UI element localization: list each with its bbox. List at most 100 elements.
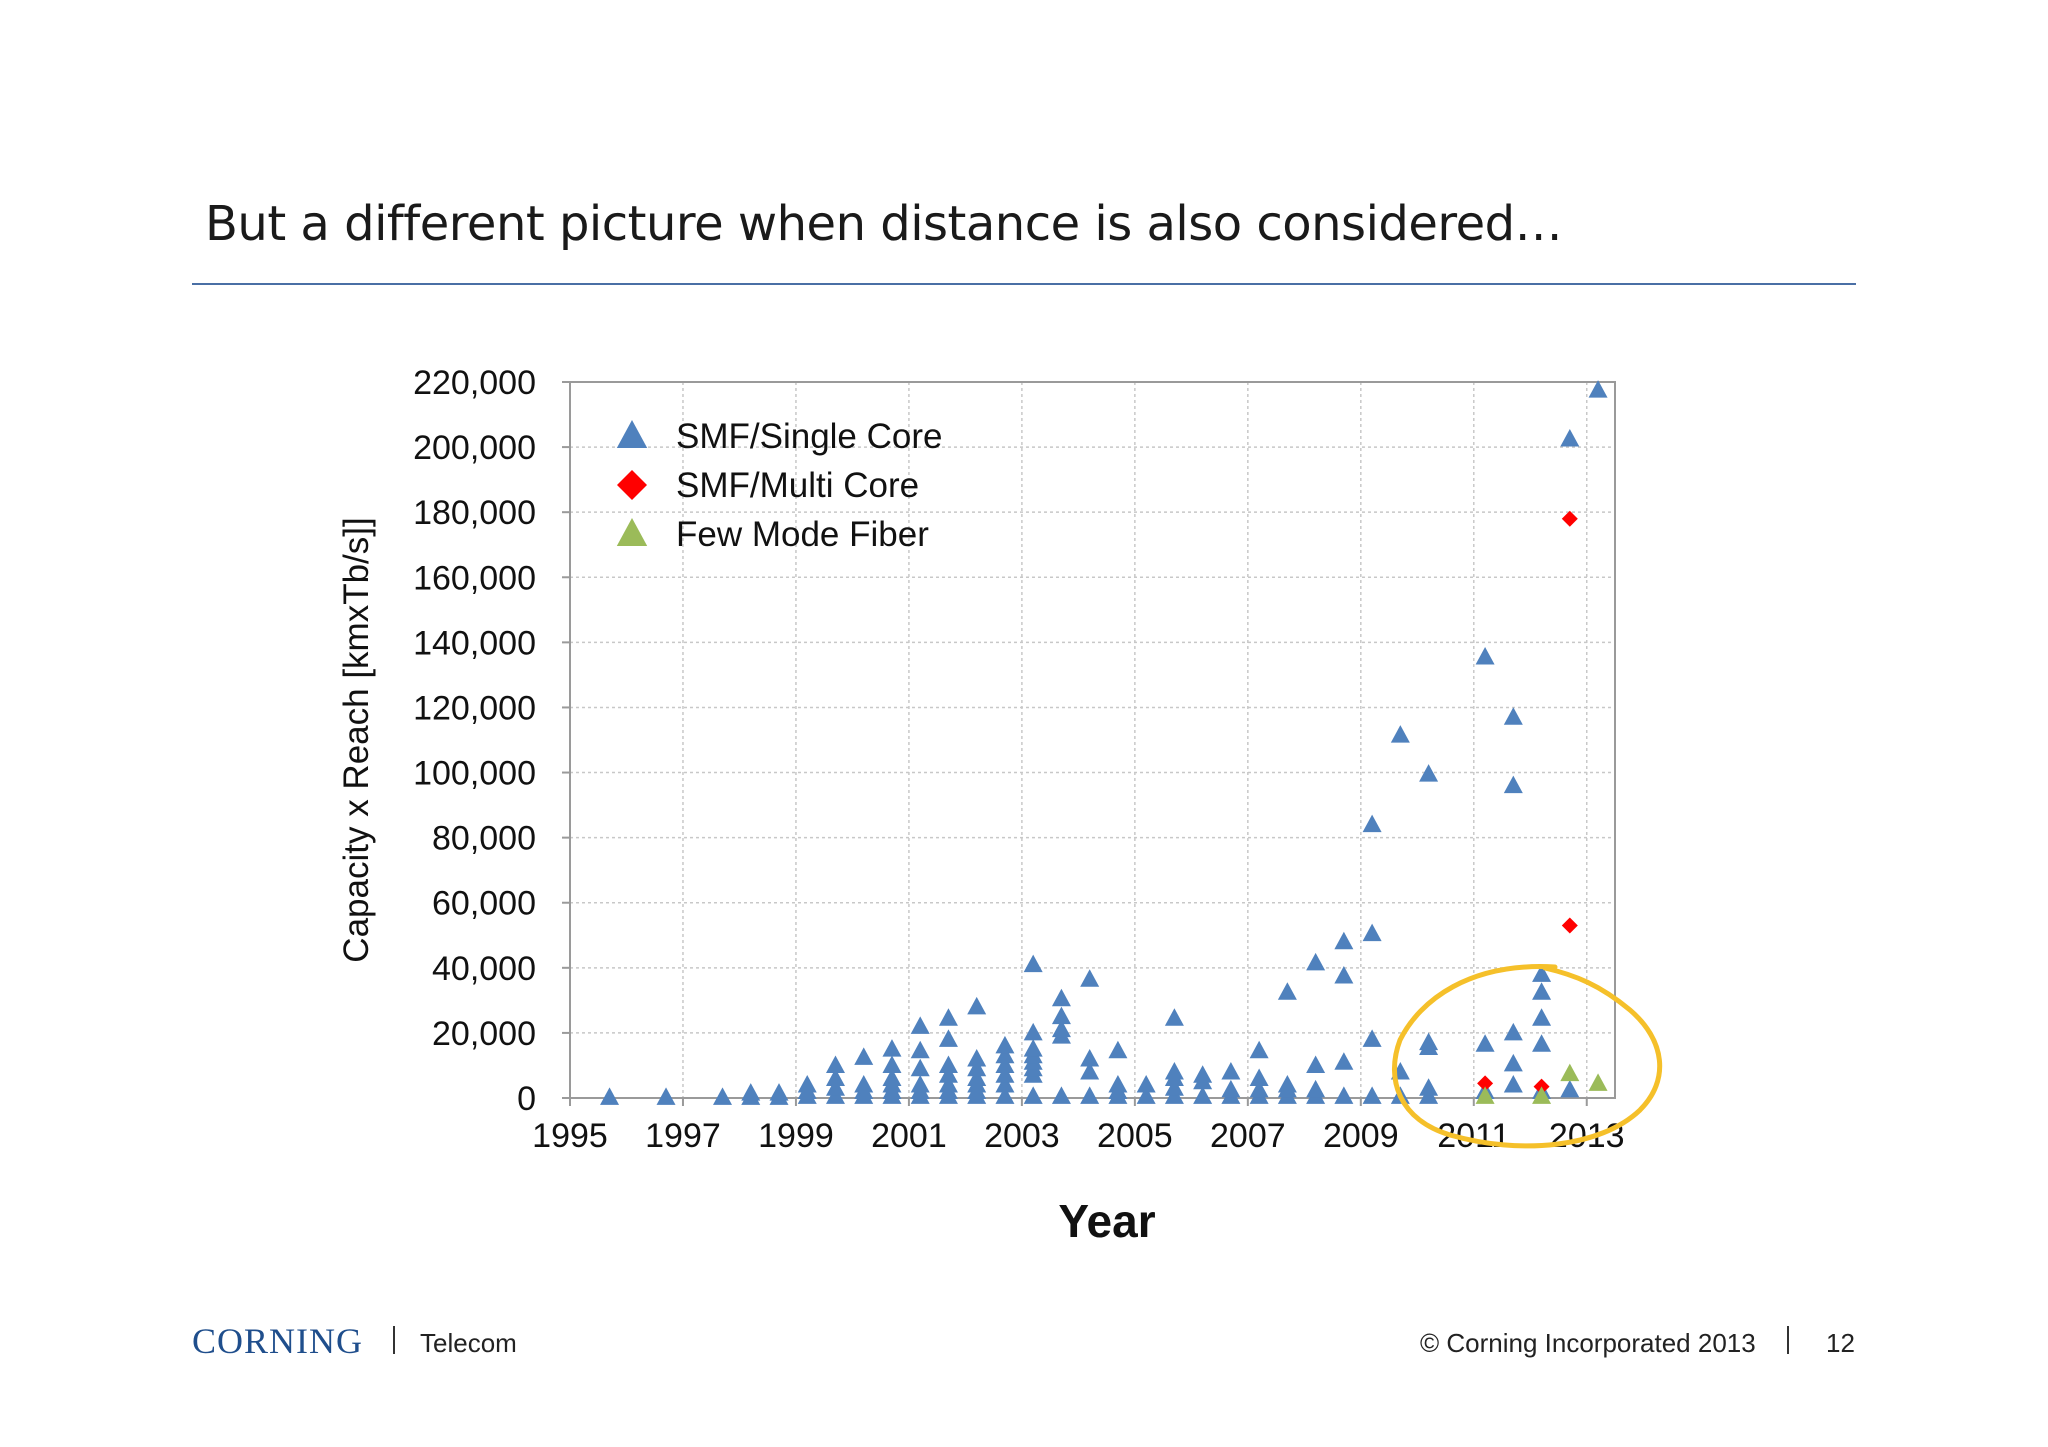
data-point bbox=[825, 1055, 845, 1073]
data-point bbox=[995, 1055, 1015, 1073]
y-tick-label: 220,000 bbox=[413, 364, 536, 402]
data-point bbox=[1362, 1029, 1382, 1047]
data-point bbox=[910, 1074, 930, 1093]
data-point bbox=[1475, 1086, 1495, 1104]
data-point bbox=[1503, 1022, 1523, 1041]
y-tick-label: 40,000 bbox=[432, 950, 536, 988]
data-point bbox=[1080, 1086, 1100, 1104]
data-point bbox=[910, 1040, 930, 1059]
corning-logo: CORNING bbox=[192, 1321, 364, 1361]
y-tick-label: 120,000 bbox=[413, 689, 536, 727]
data-point bbox=[1164, 1078, 1184, 1096]
data-point bbox=[938, 1008, 958, 1026]
data-point bbox=[938, 1074, 958, 1093]
data-point bbox=[1560, 1063, 1580, 1082]
chart-legend: SMF/Single Core SMF/Multi Core Few Mode Fi… bbox=[616, 417, 942, 554]
data-point bbox=[1221, 1061, 1241, 1080]
data-point bbox=[882, 1055, 902, 1073]
data-point bbox=[938, 1029, 958, 1047]
title-divider bbox=[192, 283, 1856, 285]
footer-separator bbox=[1787, 1326, 1789, 1354]
x-tick-label: 2005 bbox=[1097, 1117, 1173, 1155]
y-tick-label: 180,000 bbox=[413, 494, 536, 532]
data-point bbox=[1362, 814, 1382, 833]
legend-label: SMF/Multi Core bbox=[676, 466, 919, 505]
data-point bbox=[1080, 1048, 1100, 1067]
data-point bbox=[1306, 952, 1326, 971]
y-tick-label: 60,000 bbox=[432, 885, 536, 923]
data-point bbox=[713, 1087, 733, 1105]
legend-marker bbox=[617, 470, 647, 500]
data-points bbox=[600, 380, 1608, 1105]
data-point bbox=[1561, 917, 1578, 934]
data-point bbox=[1023, 1039, 1043, 1057]
x-tick-label: 2001 bbox=[871, 1117, 947, 1155]
data-point bbox=[1249, 1079, 1269, 1098]
data-point bbox=[1334, 931, 1354, 950]
data-point bbox=[825, 1068, 845, 1086]
data-point bbox=[825, 1078, 845, 1096]
data-point bbox=[1249, 1068, 1269, 1086]
data-point bbox=[1164, 1061, 1184, 1080]
data-point bbox=[1390, 725, 1410, 743]
data-point bbox=[1221, 1079, 1241, 1098]
data-point bbox=[797, 1074, 817, 1093]
y-axis-ticks: 0 20,000 40,000 60,000 80,000 100,000 120,000 1… bbox=[413, 364, 536, 1118]
data-point bbox=[1023, 1022, 1043, 1041]
data-point bbox=[1193, 1065, 1213, 1083]
data-point bbox=[1362, 923, 1382, 942]
data-point bbox=[1560, 428, 1580, 447]
data-point bbox=[967, 1068, 987, 1086]
data-point bbox=[995, 1065, 1015, 1083]
data-point bbox=[1532, 964, 1552, 982]
data-point bbox=[1051, 1006, 1071, 1025]
data-point bbox=[1334, 965, 1354, 984]
data-point bbox=[1560, 1079, 1580, 1098]
legend-label: Few Mode Fiber bbox=[676, 515, 929, 554]
series-smf-single-core bbox=[600, 380, 1608, 1105]
data-point bbox=[1164, 1008, 1184, 1026]
legend-label: SMF/Single Core bbox=[676, 417, 942, 456]
data-point bbox=[995, 1074, 1015, 1093]
data-point bbox=[1051, 1019, 1071, 1038]
data-point bbox=[769, 1083, 789, 1101]
data-point bbox=[1334, 1052, 1354, 1070]
data-point bbox=[967, 1048, 987, 1067]
data-point bbox=[1136, 1086, 1156, 1104]
data-point bbox=[1080, 969, 1100, 987]
data-point bbox=[1334, 1086, 1354, 1104]
data-point bbox=[600, 1087, 620, 1105]
legend-marker bbox=[616, 518, 648, 546]
data-point bbox=[1108, 1040, 1128, 1059]
data-point bbox=[910, 1058, 930, 1077]
data-point bbox=[995, 1086, 1015, 1104]
data-point bbox=[938, 1065, 958, 1083]
data-point bbox=[1051, 988, 1071, 1007]
data-point bbox=[1503, 1053, 1523, 1072]
data-point bbox=[1306, 1079, 1326, 1098]
data-point bbox=[1277, 1074, 1297, 1093]
data-point bbox=[1477, 1075, 1494, 1092]
footer-copyright: © Corning Incorporated 2013 bbox=[1420, 1328, 1756, 1358]
data-point bbox=[1503, 775, 1523, 794]
page-number: 12 bbox=[1826, 1328, 1855, 1358]
slide-title: But a different picture when distance is… bbox=[205, 196, 1563, 252]
y-tick-label: 160,000 bbox=[413, 559, 536, 597]
data-point bbox=[1475, 647, 1495, 665]
data-point bbox=[938, 1055, 958, 1073]
legend-marker bbox=[616, 420, 648, 448]
data-point bbox=[1588, 1073, 1608, 1091]
data-point bbox=[1503, 1074, 1523, 1093]
series-few-mode-fiber bbox=[1475, 1063, 1608, 1104]
data-point bbox=[1419, 1078, 1439, 1096]
x-tick-label: 2003 bbox=[984, 1117, 1060, 1155]
data-point bbox=[1306, 1055, 1326, 1073]
y-tick-label: 100,000 bbox=[413, 755, 536, 793]
x-tick-label: 1999 bbox=[758, 1117, 834, 1155]
footer-division: Telecom bbox=[420, 1328, 517, 1358]
x-tick-label: 2009 bbox=[1323, 1117, 1399, 1155]
data-point bbox=[1532, 982, 1552, 1000]
data-point bbox=[882, 1039, 902, 1057]
x-axis-ticks: 1995 1997 1999 2001 2003 2005 2007 2009 2011 2013 bbox=[532, 1117, 1624, 1155]
data-point bbox=[1532, 1008, 1552, 1026]
